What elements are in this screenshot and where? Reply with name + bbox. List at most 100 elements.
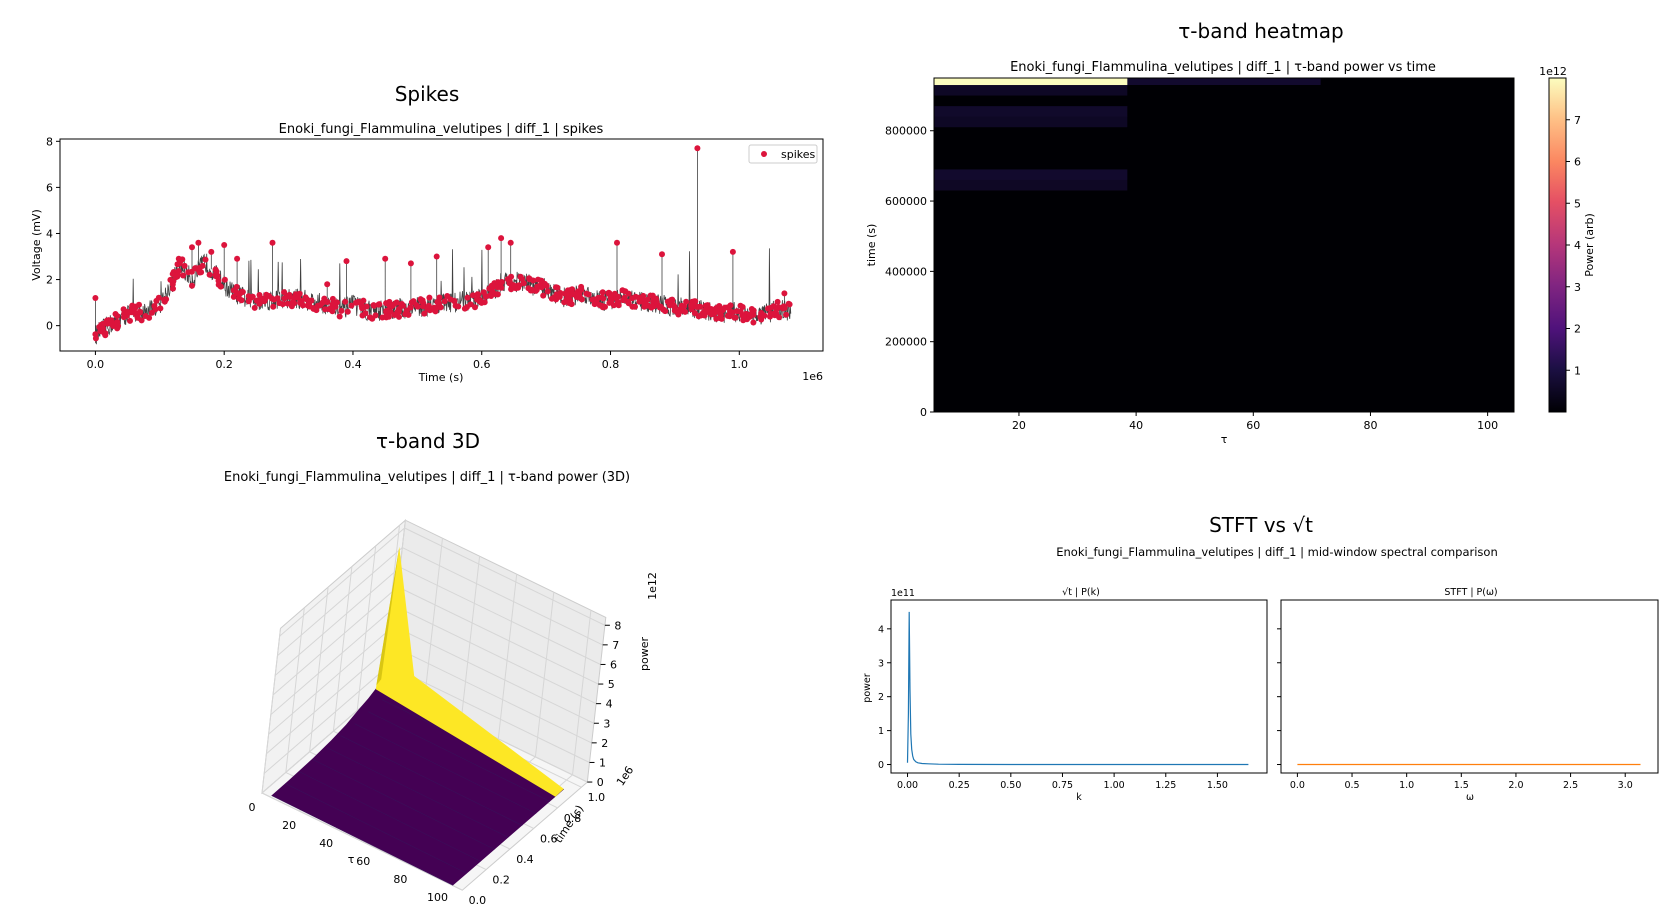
spike-marker: [576, 291, 583, 298]
spike-marker: [313, 307, 320, 314]
spike-marker: [256, 292, 263, 298]
spike-marker: [731, 314, 738, 321]
heatmap-cell: [1127, 232, 1322, 244]
heatmap-cell: [1320, 264, 1515, 276]
spikes-legend-label: spikes: [781, 148, 816, 161]
spike-marker: [383, 308, 390, 314]
spike-marker: [683, 298, 690, 305]
spike-marker: [263, 291, 270, 298]
spike-marker: [455, 303, 462, 310]
spike-marker: [185, 269, 192, 276]
heatmap-cell: [1320, 253, 1515, 265]
stft-plot-area: 0.0 0.5 1.0 1.5 2.0 2.5 3.0: [1277, 628, 1641, 791]
heatmap-cell: [1320, 179, 1515, 192]
spike-marker: [600, 295, 607, 302]
heatmap-xlabel: τ: [1221, 433, 1228, 446]
surface-mesh-line: [285, 783, 468, 874]
heatmap-cell: [1320, 106, 1515, 118]
spike-marker: [421, 310, 428, 317]
stft-xtick-label: 1.0: [1399, 780, 1414, 791]
colorbar-offset: 1e12: [1539, 65, 1567, 78]
surface-peak-face: [376, 546, 400, 686]
heatmap-cell: [1127, 211, 1322, 223]
surface-ztick-label: 1: [599, 756, 606, 769]
spikes-xtick-label: 0.8: [602, 358, 620, 371]
spike-marker: [667, 302, 674, 309]
spike-marker: [544, 288, 551, 295]
spike-marker: [765, 305, 771, 312]
spike-marker: [434, 299, 441, 305]
spike-marker: [408, 299, 415, 306]
spikes-x-offset: 1e6: [802, 370, 823, 383]
heatmap-cell: [1127, 243, 1322, 255]
spikes-xtick-label: 0.0: [87, 358, 105, 371]
spike-marker: [152, 306, 159, 313]
heatmap-cell: [934, 253, 1128, 265]
spike-marker: [713, 315, 720, 322]
spike-marker: [739, 304, 746, 310]
surface-xlabel: τ: [348, 853, 355, 866]
spike-marker: [376, 301, 383, 308]
spike-marker: [251, 304, 258, 311]
spike-marker: [490, 283, 497, 290]
spike-marker: [269, 239, 276, 246]
colorbar-tick-label: 2: [1574, 323, 1581, 336]
heatmap-cell: [1127, 264, 1322, 276]
spike-marker: [520, 280, 527, 287]
heatmap-cell: [1127, 380, 1322, 392]
colorbar-tick-label: 5: [1574, 197, 1581, 210]
stft-left-title: √t | P(k): [1062, 587, 1100, 598]
spike-marker: [635, 294, 642, 301]
heatmap-cell: [1320, 317, 1515, 329]
sqrt-series-line: [906, 611, 1249, 766]
heatmap-cell: [1127, 201, 1322, 213]
spike-marker: [726, 313, 733, 320]
spike-marker: [208, 248, 215, 255]
heatmap-cell: [934, 306, 1128, 318]
heatmap-cell: [934, 211, 1128, 223]
spike-marker: [678, 302, 685, 309]
spike-marker: [120, 306, 127, 313]
heatmap-ytick-label: 0: [920, 406, 927, 419]
spike-marker: [174, 271, 181, 278]
spike-marker: [131, 307, 137, 313]
heatmap-panel: τ-band heatmap Enoki_fungi_Flammulina_ve…: [865, 19, 1596, 446]
spike-marker: [761, 312, 768, 319]
spike-marker: [136, 308, 143, 315]
spike-marker: [593, 298, 600, 304]
spike-marker: [297, 299, 304, 306]
spike-marker: [234, 255, 241, 262]
spike-marker: [464, 294, 471, 301]
spike-marker: [563, 295, 570, 302]
spike-marker: [181, 262, 188, 269]
spike-marker: [476, 298, 483, 305]
spike-marker: [494, 284, 501, 291]
colorbar-tick-label: 3: [1574, 281, 1581, 294]
heatmap-cell: [1320, 222, 1515, 234]
spikes-ytick-label: 2: [46, 274, 53, 287]
heatmap-cell: [1127, 116, 1322, 128]
surface-mesh-line: [326, 747, 509, 838]
surface-xtick-label: 0: [249, 801, 256, 814]
heatmap-cell: [1320, 285, 1515, 297]
spike-marker: [441, 298, 448, 305]
heatmap-cell: [934, 169, 1128, 181]
spike-marker: [702, 302, 709, 309]
sqrt-ytick-label: 4: [878, 624, 884, 635]
colorbar-tick-label: 4: [1574, 239, 1581, 252]
spike-marker: [607, 292, 614, 299]
spike-marker: [535, 276, 541, 283]
spike-marker: [344, 308, 351, 315]
stft-xtick-label: 0.0: [1290, 780, 1305, 791]
heatmap-xtick-label: 20: [1012, 419, 1026, 432]
spike-marker: [504, 276, 511, 283]
spike-marker: [245, 293, 252, 300]
heatmap-cell: [934, 359, 1128, 371]
spikes-xlabel: Time (s): [418, 371, 464, 384]
surface-xtick-label: 60: [356, 855, 370, 868]
spike-marker: [475, 291, 482, 298]
heatmap-cell: [934, 401, 1128, 413]
spike-marker: [660, 306, 667, 313]
spike-marker: [370, 302, 377, 309]
